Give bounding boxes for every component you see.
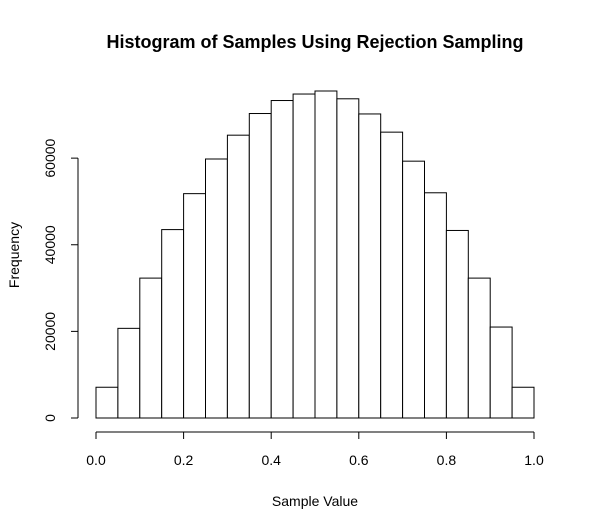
- histogram-bar: [424, 192, 447, 419]
- histogram-bar: [380, 131, 404, 419]
- histogram-bar: [117, 327, 141, 419]
- y-tick-label: 60000: [42, 138, 58, 177]
- x-tick-label: 0.6: [349, 452, 369, 468]
- x-tick-label: 0.4: [261, 452, 281, 468]
- histogram-bar: [292, 93, 316, 419]
- histogram-bar: [314, 90, 338, 419]
- x-tick-label: 0.8: [437, 452, 457, 468]
- histogram-bar: [226, 134, 250, 419]
- chart-title: Histogram of Samples Using Rejection Sam…: [106, 32, 523, 52]
- y-axis: 0 20000 40000 60000: [42, 138, 79, 422]
- histogram-bar: [467, 277, 491, 419]
- histogram-bar: [270, 100, 294, 419]
- y-axis-label: Frequency: [6, 222, 22, 288]
- histogram-bar: [336, 98, 360, 419]
- histogram-bar: [445, 229, 469, 419]
- histogram-bar: [489, 326, 513, 419]
- histogram-bar: [95, 386, 119, 419]
- histogram-bar: [205, 158, 228, 419]
- x-tick-label: 0.2: [174, 452, 194, 468]
- x-tick-label: 1.0: [524, 452, 544, 468]
- histogram-bar: [183, 193, 207, 419]
- y-tick-label: 20000: [42, 312, 58, 351]
- histogram-bar: [139, 277, 163, 419]
- x-axis-label: Sample Value: [272, 493, 358, 509]
- y-tick-label: 0: [42, 414, 58, 422]
- x-tick-label: 0.0: [86, 452, 106, 468]
- histogram-bar: [511, 386, 535, 419]
- bars-group: [95, 90, 535, 419]
- histogram-bar: [402, 160, 426, 419]
- histogram-bar: [248, 113, 272, 419]
- histogram-bar: [161, 229, 185, 419]
- y-tick-label: 40000: [42, 225, 58, 264]
- x-axis: 0.0 0.2 0.4 0.6 0.8 1.0: [86, 431, 544, 468]
- histogram-bar: [358, 113, 382, 419]
